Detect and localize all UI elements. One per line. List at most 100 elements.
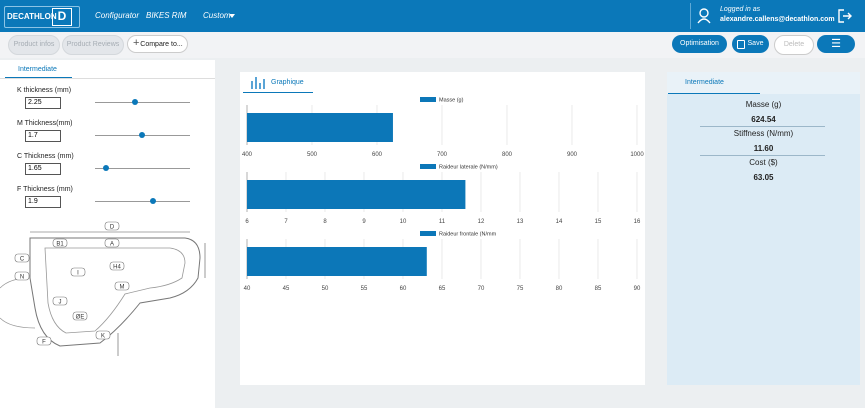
label-box — [52, 296, 68, 306]
nav-item[interactable]: BIKES RIM — [146, 11, 187, 20]
right-tab-bar — [667, 72, 860, 94]
param-input[interactable]: 2.25 — [25, 97, 61, 109]
metric-value: 11.60 — [753, 144, 774, 153]
tab-underline — [668, 93, 760, 94]
diagram-label: C — [20, 257, 25, 263]
compare-button[interactable]: Compare to... — [127, 35, 188, 53]
param-input[interactable]: 1.65 — [25, 163, 61, 175]
slider-thumb[interactable] — [150, 198, 156, 204]
diagram-label: K — [101, 334, 105, 340]
x-tick-label: 16 — [634, 219, 641, 225]
x-tick-label: 9 — [362, 219, 366, 225]
legend-label: Raideur frontale (N/mm — [439, 232, 497, 238]
diagram-label: I — [77, 271, 79, 277]
x-tick-label: 7 — [284, 219, 288, 225]
x-tick-label: 14 — [556, 219, 563, 225]
x-tick-label: 13 — [517, 219, 524, 225]
x-tick-label: 8 — [323, 219, 327, 225]
x-tick-label: 40 — [244, 286, 251, 292]
delete-button[interactable]: Delete — [774, 35, 814, 55]
diagram-label: D — [110, 225, 115, 231]
param-label: M Thickness(mm) — [17, 120, 73, 127]
diagram-label: N — [20, 275, 24, 281]
x-tick-label: 400 — [242, 152, 253, 158]
left-panel — [0, 60, 215, 408]
bar — [247, 247, 427, 276]
label-box — [104, 238, 120, 248]
label-box — [109, 261, 125, 271]
charts: Masse (g) 400 500 600 700 800 900 1000 Raideur l… — [242, 97, 644, 292]
dropdown-caret — [229, 14, 235, 18]
x-tick-label: 65 — [439, 286, 446, 292]
legend-label: Masse (g) — [439, 98, 464, 104]
save-icon — [737, 40, 745, 49]
metric-divider — [700, 155, 825, 156]
logo-d: D — [52, 8, 72, 26]
param-input[interactable]: 1.7 — [25, 130, 61, 142]
x-tick-label: 6 — [245, 219, 249, 225]
x-tick-label: 12 — [478, 219, 485, 225]
bar — [247, 180, 466, 209]
x-tick-label: 700 — [437, 152, 448, 158]
logout-icon[interactable] — [838, 9, 852, 23]
slider-thumb[interactable] — [103, 165, 109, 171]
tab-underline — [5, 77, 72, 78]
x-tick-label: 500 — [307, 152, 318, 158]
graph-tab[interactable]: Graphique — [271, 79, 304, 86]
header: DECATHLON D Configurator BIKES RIM Custo… — [0, 0, 865, 32]
label-box — [36, 336, 52, 346]
param-label: K thickness (mm) — [17, 87, 72, 94]
metric-value: 624.54 — [751, 115, 776, 124]
param-label: C Thickness (mm) — [17, 153, 74, 160]
diagram-label: H4 — [113, 265, 121, 271]
diagram-label: J — [59, 300, 62, 306]
rim-diagram: D A B1 C N I H4 M J ØE F K — [0, 221, 206, 356]
diagram-label: A — [110, 242, 114, 248]
slider-track — [95, 99, 190, 105]
divider — [690, 3, 691, 29]
label-box — [72, 311, 88, 321]
diagram-label: M — [120, 285, 125, 291]
tab-underline — [243, 92, 313, 93]
nav-item[interactable]: Configurator — [95, 11, 140, 20]
slider-thumb[interactable] — [139, 132, 145, 138]
metric-divider — [700, 126, 825, 127]
x-tick-label: 90 — [634, 286, 641, 292]
metric-label: Stiffness (N/mm) — [733, 129, 794, 138]
x-tick-label: 900 — [567, 152, 578, 158]
label-box — [14, 253, 30, 263]
param-label: F Thickness (mm) — [17, 186, 73, 193]
x-tick-label: 50 — [322, 286, 329, 292]
graph-icon — [251, 77, 265, 89]
param-input[interactable]: 1.9 — [25, 196, 61, 208]
logo — [4, 6, 80, 28]
x-tick-label: 60 — [400, 286, 407, 292]
diagram-label: ØE — [76, 315, 85, 321]
label-box — [70, 267, 86, 277]
optimisation-button[interactable]: Optimisation — [672, 35, 727, 53]
metric-label: Cost ($) — [749, 158, 778, 167]
tab[interactable]: Intermediate — [18, 66, 57, 73]
slider-track — [95, 165, 190, 171]
slider-thumb[interactable] — [132, 99, 138, 105]
tab[interactable]: Intermediate — [685, 79, 724, 86]
legend-swatch — [420, 164, 436, 169]
label-box — [104, 221, 120, 231]
right-panel — [667, 72, 860, 385]
product-infos-button[interactable]: Product infos — [8, 35, 60, 55]
x-tick-label: 600 — [372, 152, 383, 158]
tab-divider — [0, 78, 215, 79]
legend-swatch — [420, 97, 436, 102]
menu-button[interactable]: ☰ — [817, 35, 855, 53]
x-tick-label: 55 — [361, 286, 368, 292]
x-tick-label: 10 — [400, 219, 407, 225]
x-tick-label: 800 — [502, 152, 513, 158]
x-tick-label: 85 — [595, 286, 602, 292]
product-reviews-button[interactable]: Product Reviews — [62, 35, 124, 55]
nav-item[interactable]: Custom — [203, 11, 231, 20]
label-box — [52, 238, 68, 248]
x-tick-label: 70 — [478, 286, 485, 292]
label-box — [114, 281, 130, 291]
bar — [247, 113, 393, 142]
